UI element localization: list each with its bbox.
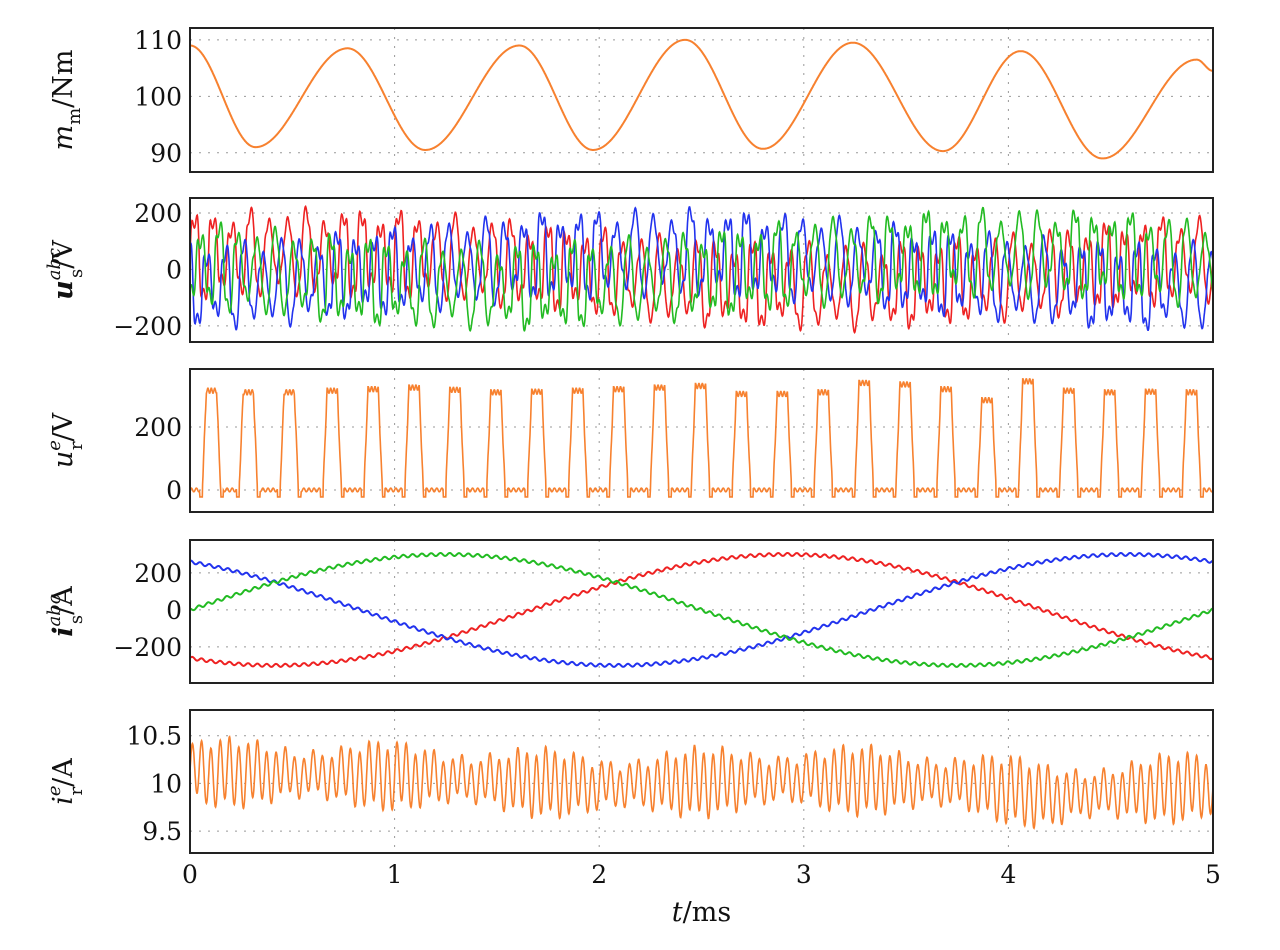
y-axis-label: uabcs/V bbox=[44, 240, 87, 300]
x-tick-label: 5 bbox=[1205, 860, 1221, 889]
series-i-s-c bbox=[190, 552, 1213, 668]
plot-frame bbox=[189, 197, 1214, 343]
series-u-r-e bbox=[190, 378, 1213, 498]
x-axis-label: t/ms bbox=[672, 897, 731, 928]
series-m-m bbox=[190, 38, 1213, 160]
y-axis-label: uer/V bbox=[44, 412, 87, 468]
y-axis-label: mm/Nm bbox=[48, 49, 85, 150]
y-tick-label: 100 bbox=[134, 82, 182, 111]
series-u-s-c bbox=[190, 206, 1213, 332]
y-axis-label: ier/A bbox=[44, 758, 87, 805]
plot-frame bbox=[189, 539, 1214, 684]
x-tick-label: 1 bbox=[387, 860, 403, 889]
y-tick-label: 9.5 bbox=[142, 817, 182, 846]
series-i-s-b bbox=[190, 552, 1213, 668]
y-tick-label: 200 bbox=[134, 413, 182, 442]
x-tick-label: 2 bbox=[591, 860, 607, 889]
y-tick-label: −200 bbox=[113, 633, 182, 662]
panel-1: 90 100 110 mm/Nm bbox=[48, 26, 1214, 173]
y-tick-label: 90 bbox=[150, 139, 182, 168]
x-tick-label: 3 bbox=[796, 860, 812, 889]
plot-frame bbox=[189, 27, 1214, 173]
y-tick-label: 0 bbox=[166, 476, 182, 505]
panel-3: 0 200 uer/V bbox=[44, 368, 1214, 513]
y-tick-label: 10.5 bbox=[126, 722, 182, 751]
plot-frame bbox=[189, 709, 1214, 854]
series-i-s-a bbox=[190, 551, 1213, 668]
y-tick-label: 10 bbox=[150, 769, 182, 798]
panel-2: −200 0 200 uabcs/V bbox=[44, 197, 1214, 343]
x-tick-label: 4 bbox=[1000, 860, 1016, 889]
y-tick-label: 200 bbox=[134, 199, 182, 228]
panel-4: −200 0 200 iabcs/A bbox=[44, 539, 1214, 684]
y-tick-label: 200 bbox=[134, 559, 182, 588]
series-u-s-a bbox=[190, 204, 1213, 334]
x-tick-label: 0 bbox=[182, 860, 198, 889]
y-axis-label: iabcs/A bbox=[44, 586, 87, 637]
series-i-r-e bbox=[190, 735, 1213, 830]
panel-5: 9.5 10 10.5 ier/A 0 1 2 3 4 5 t/ms bbox=[44, 709, 1221, 928]
y-tick-label: −200 bbox=[113, 312, 182, 341]
y-tick-label: 110 bbox=[134, 26, 182, 55]
y-tick-label: 0 bbox=[166, 596, 182, 625]
plot-frame bbox=[189, 368, 1214, 513]
y-tick-label: 0 bbox=[166, 255, 182, 284]
